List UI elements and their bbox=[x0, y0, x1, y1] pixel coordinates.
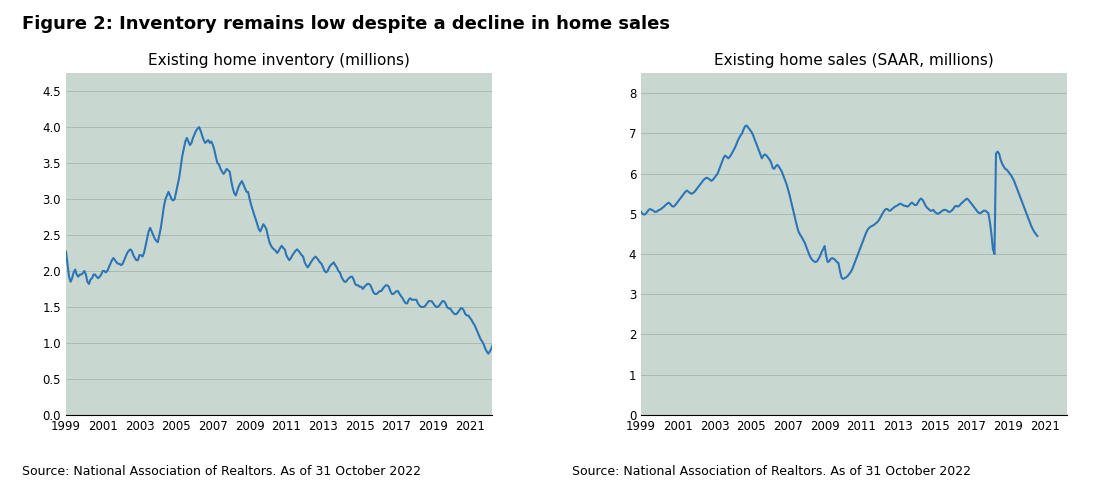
Text: Source: National Association of Realtors. As of 31 October 2022: Source: National Association of Realtors… bbox=[22, 465, 421, 478]
Text: Source: National Association of Realtors. As of 31 October 2022: Source: National Association of Realtors… bbox=[572, 465, 971, 478]
Text: Figure 2: Inventory remains low despite a decline in home sales: Figure 2: Inventory remains low despite … bbox=[22, 15, 670, 33]
Title: Existing home inventory (millions): Existing home inventory (millions) bbox=[148, 53, 410, 68]
Title: Existing home sales (SAAR, millions): Existing home sales (SAAR, millions) bbox=[714, 53, 994, 68]
